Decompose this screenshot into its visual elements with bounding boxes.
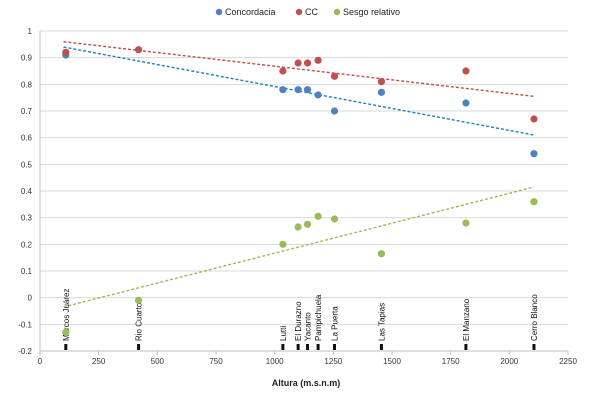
y-tick-label: 0.4 [21, 187, 33, 196]
station-marker [64, 344, 68, 350]
x-tick-label: 0 [38, 357, 43, 366]
legend-marker-series-1 [295, 8, 303, 16]
point-series-1 [530, 115, 538, 123]
station-marker [464, 344, 468, 350]
point-series-2 [314, 212, 322, 220]
station-marker [296, 344, 300, 350]
point-series-1 [279, 67, 287, 75]
point-series-0 [377, 88, 386, 96]
station-label: Marcos Juárez [62, 289, 71, 341]
grid [40, 30, 568, 352]
legend-label-series-2: Sesgo relativo [343, 7, 400, 17]
station-marker [333, 344, 337, 350]
y-tick-label: 0.6 [21, 134, 33, 143]
data-points [62, 46, 538, 336]
y-tick-label: 0.9 [21, 54, 33, 63]
station-label: Cerro Blanco [530, 294, 539, 341]
legend-marker-series-0 [215, 8, 223, 16]
station-label: Rio Cuarto [135, 302, 144, 341]
point-series-0 [530, 150, 538, 158]
point-series-2 [62, 328, 70, 336]
trendline-series-2 [63, 186, 535, 308]
x-tick-label: 1250 [324, 357, 342, 366]
y-tick-label: 0.7 [21, 107, 33, 116]
station-marker [137, 344, 141, 350]
trendlines [63, 40, 535, 308]
point-series-1 [462, 67, 470, 75]
x-tick-label: 2250 [559, 357, 577, 366]
point-series-1 [134, 46, 143, 54]
point-series-2 [377, 250, 386, 258]
station-label: Pampichuela [314, 294, 323, 341]
y-tick-label: -0.2 [18, 347, 32, 356]
legend-marker-series-2 [333, 8, 341, 16]
point-series-2 [530, 198, 538, 206]
point-series-0 [314, 91, 322, 99]
station-label: El Durazno [294, 301, 303, 341]
point-series-2 [279, 240, 287, 248]
point-series-1 [294, 59, 302, 67]
y-tick-label: 0 [28, 294, 33, 303]
x-tick-label: 1750 [442, 357, 460, 366]
y-tick-label: -0.1 [18, 320, 32, 329]
point-series-2 [303, 220, 312, 228]
point-series-1 [330, 72, 339, 80]
point-series-0 [279, 86, 287, 94]
point-series-0 [294, 86, 302, 94]
station-label: La Puerta [331, 306, 340, 341]
x-tick-label: 500 [151, 357, 165, 366]
x-tick-label: 1000 [266, 357, 284, 366]
station-marker [379, 344, 383, 350]
station-label: Lutti [279, 326, 288, 341]
point-series-2 [330, 215, 339, 223]
point-series-0 [462, 99, 470, 107]
station-annotations: Marcos Juárez Rio Cuarto Lutti El Durazno Ya… [62, 289, 539, 350]
legend-label-series-1: CC [305, 7, 318, 17]
trendline-series-1 [63, 40, 535, 98]
y-tick-label: 0.8 [21, 80, 33, 89]
point-series-0 [303, 86, 312, 94]
point-series-2 [462, 219, 470, 227]
legend: Concordacia CC Sesgo relativo [215, 7, 400, 17]
x-tick-label: 2000 [500, 357, 518, 366]
point-series-1 [314, 56, 322, 64]
station-marker [281, 344, 285, 350]
station-label: Yacanto [304, 312, 313, 341]
y-tick-label: 0.1 [21, 267, 33, 276]
station-label: El Manzano [462, 298, 471, 341]
x-axis-title: Altura (m.s.n.m) [272, 378, 341, 388]
station-marker [306, 344, 310, 350]
point-series-1 [303, 59, 312, 67]
x-tick-label: 1500 [383, 357, 401, 366]
y-tick-label: 0.3 [21, 214, 33, 223]
point-series-2 [294, 223, 302, 231]
y-tick-label: 0.2 [21, 240, 33, 249]
point-series-2 [134, 296, 143, 304]
x-tick-label: 750 [209, 357, 223, 366]
station-label: Las Tapias [377, 303, 386, 341]
y-tick-label: 0.5 [21, 160, 33, 169]
x-tick-label: 250 [92, 357, 106, 366]
y-tick-label: 1 [28, 27, 33, 36]
point-series-0 [330, 107, 339, 115]
legend-label-series-0: Concordacia [225, 7, 276, 17]
axes: -0.2 -0.1 0 0.1 0.2 0.3 0.4 0.5 0.6 0.7 0.8 0.9 1 0 25… [18, 27, 577, 366]
station-marker [532, 344, 536, 350]
point-series-1 [377, 78, 386, 86]
point-series-1 [62, 48, 70, 56]
station-marker [316, 344, 320, 350]
